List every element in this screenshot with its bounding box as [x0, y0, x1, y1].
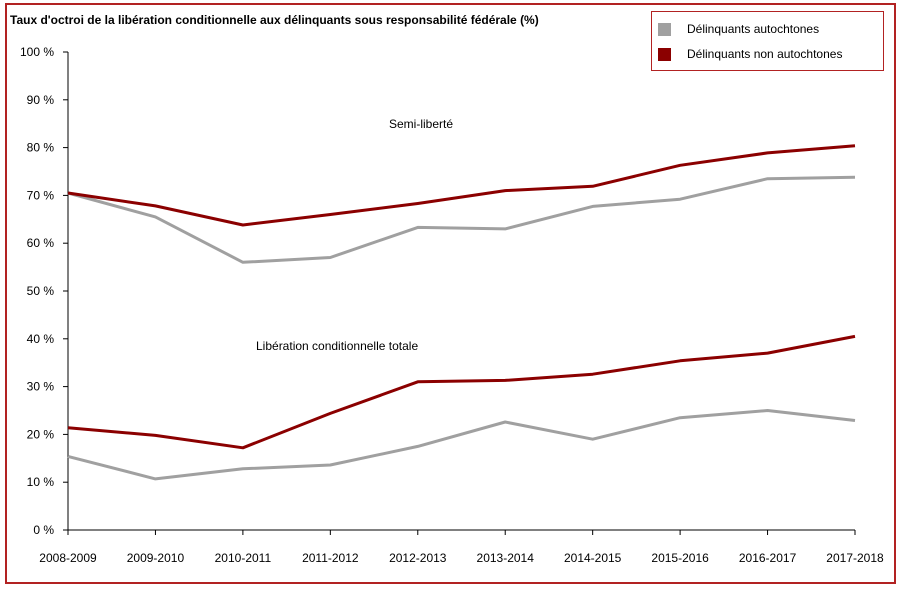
series-line-semi-liberte-non-autochtones: [67, 144, 856, 227]
x-tick-label: 2014-2015: [564, 551, 622, 565]
series-line-liberation-totale-non-autochtones: [67, 334, 856, 450]
y-tick-label: 80 %: [27, 141, 55, 155]
annotation-semi-liberte: Semi-liberté: [389, 117, 453, 131]
x-tick-label: 2012-2013: [389, 551, 447, 565]
series-lines: [67, 144, 856, 481]
x-tick-label: 2009-2010: [127, 551, 185, 565]
x-tick-label: 2015-2016: [651, 551, 709, 565]
series-line-semi-liberte-autochtones: [67, 175, 856, 264]
legend-item-autochtones: Délinquants autochtones: [658, 22, 819, 36]
y-tick-label: 20 %: [27, 427, 55, 441]
x-tick-label: 2016-2017: [739, 551, 797, 565]
x-tick-label: 2017-2018: [826, 551, 884, 565]
series-line-liberation-totale-autochtones: [67, 409, 856, 481]
y-tick-label: 0 %: [33, 523, 54, 537]
y-tick-label: 10 %: [27, 475, 55, 489]
legend-item-non-autochtones: Délinquants non autochtones: [658, 47, 842, 61]
y-axis: 0 % 10 % 20 % 30 % 40 % 50 % 60 % 70 % 80 % 90 % 1…: [20, 45, 69, 537]
legend-swatch-non-autochtones: [658, 47, 671, 61]
y-tick-label: 60 %: [27, 236, 55, 250]
y-tick-label: 30 %: [27, 380, 55, 394]
chart-title: Taux d'octroi de la libération condition…: [10, 13, 539, 27]
legend: Délinquants autochtones Délinquants non …: [651, 11, 884, 71]
x-tick-label: 2011-2012: [302, 551, 359, 565]
chart-frame: [5, 3, 896, 584]
y-tick-label: 100 %: [20, 45, 54, 59]
y-tick-label: 50 %: [27, 284, 55, 298]
x-tick-label: 2013-2014: [477, 551, 535, 565]
x-tick-label: 2008-2009: [39, 551, 97, 565]
annotation-liberation-totale: Libération conditionnelle totale: [256, 339, 418, 353]
y-tick-label: 40 %: [27, 332, 55, 346]
legend-swatch-autochtones: [658, 22, 671, 36]
x-tick-label: 2010-2011: [215, 551, 272, 565]
legend-label-non-autochtones: Délinquants non autochtones: [687, 47, 843, 61]
y-tick-label: 70 %: [27, 188, 55, 202]
y-tick-label: 90 %: [27, 93, 55, 107]
x-axis: 2008-2009 2009-2010 2010-2011 2011-2012 2012…: [39, 529, 884, 565]
legend-label-autochtones: Délinquants autochtones: [687, 22, 820, 36]
